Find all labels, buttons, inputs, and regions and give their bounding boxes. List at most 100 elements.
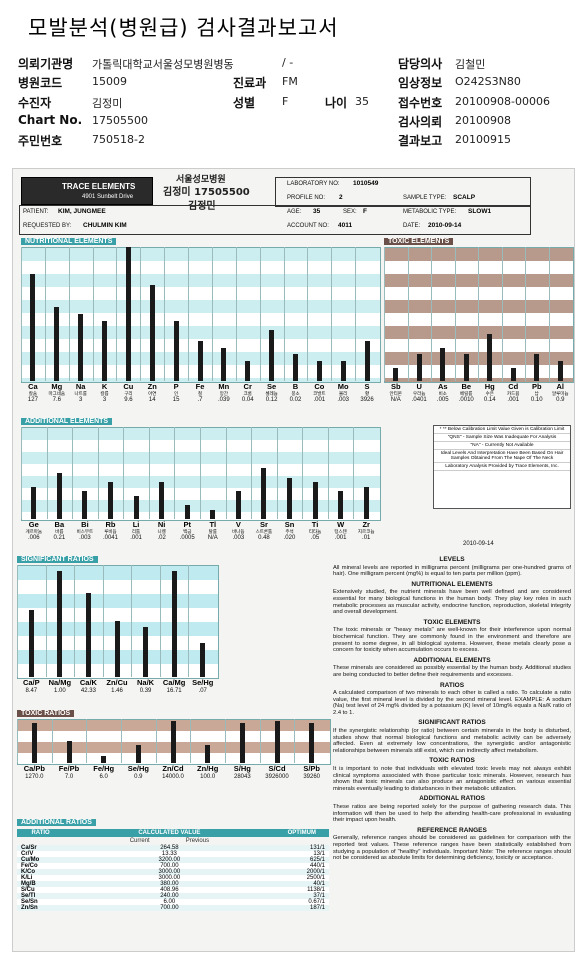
paragraph: Extensively studied, the nutrient minera… (333, 589, 571, 616)
lab-box (275, 177, 531, 207)
column-line (407, 247, 409, 381)
element-name: 텅스텐 (334, 530, 347, 535)
element-symbol: Se/Hg (127, 764, 149, 773)
column-line (140, 247, 142, 381)
field-value: / - (282, 56, 294, 69)
element-symbol: Sn (284, 520, 295, 529)
ratio-cell: 6.00 (163, 899, 176, 905)
element-value: 8.47 (25, 688, 38, 694)
section-title: NUTRITIONAL ELEMENTS (21, 238, 117, 245)
bar (114, 621, 120, 677)
column-line (97, 427, 99, 519)
ratio-cell: 187/1 (309, 905, 325, 911)
element-symbol: Na (75, 382, 86, 391)
element-symbol: P (173, 382, 179, 391)
element-name: 티타늄 (308, 530, 322, 535)
note: "QNS" - Sample Size Was Inadequate For A… (434, 434, 570, 442)
lab-value: 2 (339, 194, 343, 201)
notes-box: * ** Below Calibration Limit Value Given… (433, 425, 571, 509)
element-value: 0.12 (265, 397, 278, 403)
lab-label: DATE: (403, 223, 421, 229)
element-symbol: Ni (157, 520, 166, 529)
element-value: 42.33 (80, 688, 96, 694)
column-line (190, 719, 192, 763)
field-label: 담당의사 (398, 57, 443, 71)
chart-area (21, 427, 381, 521)
element-symbol: Ge (28, 520, 39, 529)
bar (82, 491, 88, 519)
heading: TOXIC ELEMENTS (423, 618, 481, 626)
element-name: 아연 (148, 392, 157, 397)
element-value: 0.21 (53, 535, 66, 541)
column-line (302, 427, 304, 519)
element-value: .0401 (411, 397, 427, 403)
ratio-cell: 131/1 (309, 845, 325, 851)
element-value: .003 (79, 535, 91, 541)
element-value: 100.0 (200, 774, 216, 780)
element-value: 127 (27, 397, 38, 403)
column-line (159, 565, 161, 677)
ratio-cell: 700.00 (160, 863, 179, 869)
bar (54, 307, 60, 381)
element-name: 안티몬 (389, 392, 402, 397)
ratio-cell: 13/1 (313, 851, 325, 857)
element-symbol: Mn (218, 382, 230, 391)
element-symbol: Ca/P (22, 678, 40, 687)
bar (261, 468, 267, 519)
element-symbol: Be (461, 382, 472, 391)
element-name: 붕소 (291, 392, 300, 397)
ratio-cell: 408.96 (160, 887, 179, 893)
bar (340, 360, 346, 381)
column-line (331, 247, 333, 381)
ratio-cell: Fe/Co (21, 863, 38, 869)
logo-address: 4901 Sunbelt Drive (82, 194, 134, 200)
element-value: 7.6 (52, 397, 61, 403)
heading: REFERENCE RANGES (417, 826, 487, 834)
lab-label: PATIENT: (23, 209, 49, 215)
column-line (148, 427, 150, 519)
element-symbol: Ca/K (79, 678, 97, 687)
subcolumn: Current (129, 838, 150, 844)
column-line (235, 247, 237, 381)
element-symbol: Ba (54, 520, 65, 529)
element-symbol: V (235, 520, 241, 529)
ratio-cell: 264.58 (160, 845, 179, 851)
ratio-row: Cr/V 13.33 13/1 (17, 851, 329, 857)
lab-label: REQUESTED BY: (23, 223, 72, 229)
paragraph: All mineral levels are reported in milli… (333, 564, 571, 578)
column-line (525, 247, 526, 381)
element-symbol: S/Pb (303, 764, 320, 773)
ratio-cell: 13.33 (161, 851, 177, 857)
bar (463, 354, 469, 381)
ratio-row: S/Cu 408.96 1138/1 (17, 887, 329, 893)
element-value: 0.48 (258, 535, 270, 541)
element-value: .020 (283, 535, 296, 541)
element-symbol: Co (314, 382, 325, 391)
ratio-row: K/Li 3000.00 2500/1 (17, 875, 329, 881)
element-name: 셀레늄 (265, 392, 278, 397)
column-line (384, 247, 385, 381)
column-line (21, 427, 22, 519)
element-value: 0.9 (556, 397, 565, 403)
ratio-cell: Se/Sn (21, 899, 38, 905)
lab-value: F (363, 208, 367, 215)
element-value: .05 (310, 535, 320, 541)
field-value: 750518-2 (92, 133, 145, 146)
field-value: O242S3N80 (455, 75, 521, 88)
element-symbol: Zn/Cd (162, 764, 184, 773)
element-symbol: Na/Mg (48, 678, 72, 687)
element-name: 크롬 (243, 392, 252, 397)
ratio-cell: 240.00 (160, 893, 179, 899)
section-title: TOXIC ELEMENTS (384, 238, 454, 245)
element-value: 1270.0 (25, 774, 44, 780)
chart-area (384, 247, 574, 383)
column-header: OPTIMUM (287, 830, 316, 836)
bar (30, 273, 36, 381)
element-value: .003 (232, 535, 245, 541)
element-name: 코발트 (313, 392, 326, 397)
field-label: 접수번호 (398, 96, 443, 110)
field-label: 병원코드 (18, 76, 63, 90)
bar (85, 593, 91, 677)
element-name: 마그네슘 (48, 392, 66, 397)
field-label: 성별 (233, 96, 256, 110)
